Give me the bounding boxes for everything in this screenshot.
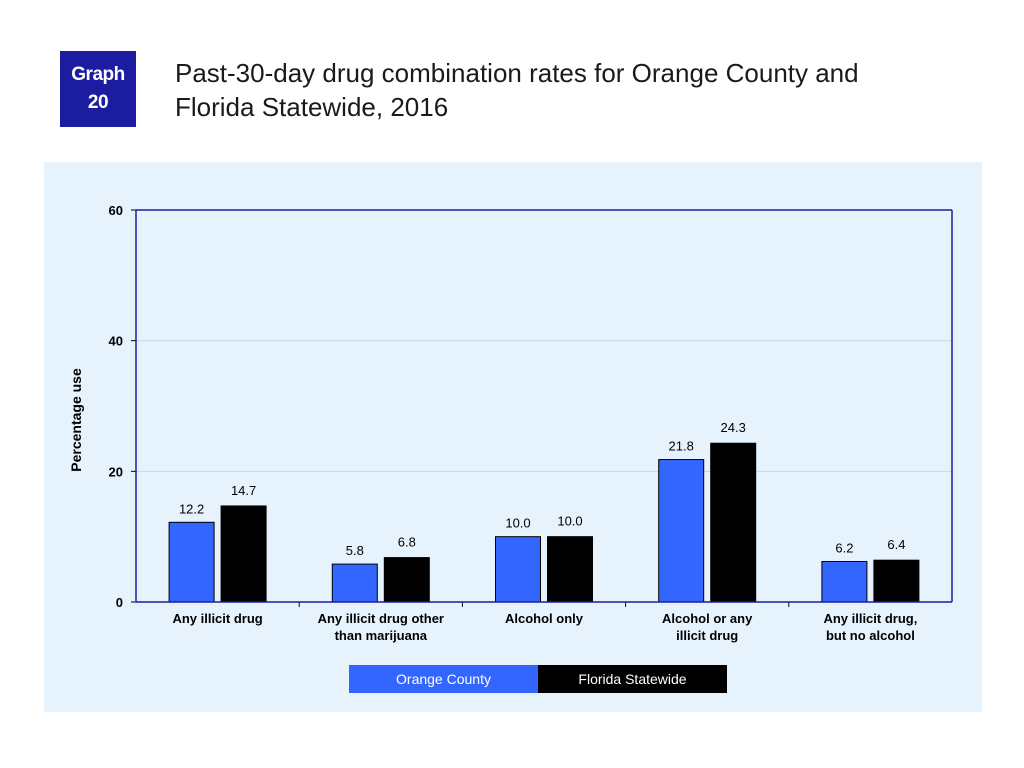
badge-number: 20 xyxy=(87,92,109,113)
y-tick-label: 20 xyxy=(109,464,123,479)
bar-orange-county xyxy=(168,521,215,603)
page-title: Past-30-day drug combination rates for O… xyxy=(175,56,975,124)
bar-orange-county xyxy=(821,560,868,603)
data-label: 6.2 xyxy=(835,540,853,555)
title-line-2: Florida Statewide, 2016 xyxy=(175,92,449,122)
y-tick-label: 40 xyxy=(109,334,123,349)
bar-florida-statewide xyxy=(873,559,920,603)
legend-item-florida-statewide: Florida Statewide xyxy=(538,665,727,693)
data-label: 24.3 xyxy=(721,420,746,435)
data-label: 10.0 xyxy=(505,516,530,531)
x-tick-label: than marijuana xyxy=(335,628,428,643)
data-label: 6.4 xyxy=(887,537,905,552)
x-tick-label: Any illicit drug other xyxy=(318,611,444,626)
legend-item-orange-county: Orange County xyxy=(349,665,538,693)
y-tick-label: 60 xyxy=(109,203,123,218)
data-label: 14.7 xyxy=(231,483,256,498)
bar-orange-county xyxy=(495,536,541,603)
bar-florida-statewide xyxy=(383,557,430,603)
y-tick-label: 0 xyxy=(116,595,123,610)
graph-number-badge: Graph 20 xyxy=(60,51,136,127)
data-label: 6.8 xyxy=(398,535,416,550)
badge-label: Graph xyxy=(71,64,125,85)
bar-florida-statewide xyxy=(710,442,757,603)
data-label: 5.8 xyxy=(346,543,364,558)
data-label: 12.2 xyxy=(179,501,204,516)
x-tick-label: Alcohol only xyxy=(505,611,584,626)
bar-florida-statewide xyxy=(220,505,267,603)
bar-florida-statewide xyxy=(547,536,593,603)
title-line-1: Past-30-day drug combination rates for O… xyxy=(175,58,859,88)
y-axis-label: Percentage use xyxy=(68,368,84,472)
bar-orange-county xyxy=(658,459,705,603)
x-tick-label: illicit drug xyxy=(676,628,738,643)
plot-area xyxy=(136,210,952,602)
x-tick-label: but no alcohol xyxy=(826,628,915,643)
x-tick-label: Alcohol or any xyxy=(662,611,753,626)
x-tick-label: Any illicit drug, xyxy=(823,611,917,626)
data-label: 10.0 xyxy=(557,514,582,529)
data-label: 21.8 xyxy=(669,439,694,454)
x-tick-label: Any illicit drug xyxy=(172,611,262,626)
bar-orange-county xyxy=(331,563,378,603)
chart-legend: Orange County Florida Statewide xyxy=(349,665,727,693)
